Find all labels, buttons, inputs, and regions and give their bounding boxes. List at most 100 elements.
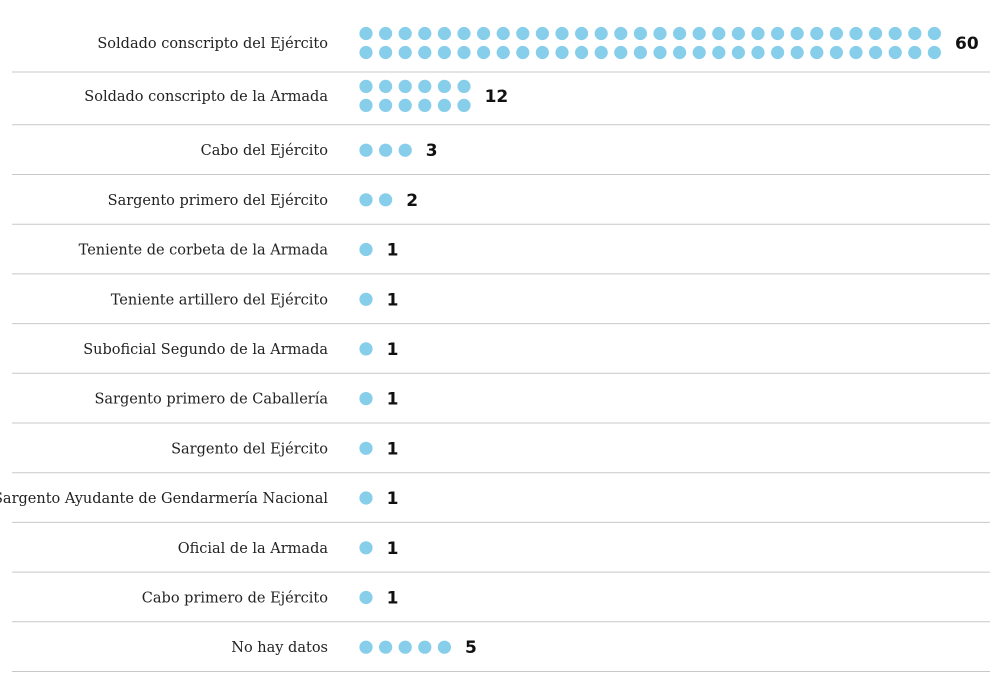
dot-mark [594, 26, 608, 41]
dot-mark [888, 45, 902, 60]
category-label: Cabo primero de Ejército [142, 590, 328, 606]
dot-mark [927, 45, 942, 60]
dot-mark [653, 26, 667, 41]
category-label: Oficial de la Armada [178, 541, 329, 557]
dot-mark [575, 26, 589, 41]
category-label: Teniente artillero del Ejército [111, 292, 328, 308]
dot-mark [790, 45, 804, 60]
dot-mark [398, 98, 412, 112]
dot-mark [398, 26, 412, 41]
chart-row: Sargento primero de Caballería 1 [94, 390, 398, 410]
dot-mark [359, 143, 373, 157]
dot-mark [437, 98, 451, 112]
dot-mark [869, 26, 883, 41]
value-label: 60 [955, 34, 979, 54]
value-label: 1 [387, 439, 399, 459]
dot-mark [359, 590, 373, 605]
dot-mark [477, 26, 491, 41]
dot-mark [418, 45, 432, 60]
dot-mark [751, 26, 765, 41]
dot-mark [731, 45, 746, 60]
chart-row: Sargento Ayudante de Gendarmería Naciona… [0, 489, 398, 509]
value-label: 1 [387, 340, 399, 360]
dot-mark [829, 45, 844, 60]
value-label: 1 [387, 390, 399, 410]
value-label: 1 [387, 489, 399, 509]
dot-mark [437, 79, 451, 93]
dot-mark [555, 26, 569, 41]
chart-row: Suboficial Segundo de la Armada 1 [83, 340, 398, 360]
chart-row: Cabo del Ejército 3 [201, 141, 438, 161]
dot-mark [379, 193, 393, 207]
category-label: Sargento del Ejército [171, 441, 328, 457]
dot-mark [888, 26, 902, 41]
value-label: 1 [387, 539, 399, 559]
dot-mark [477, 45, 491, 60]
dot-mark [496, 26, 510, 41]
dot-mark [379, 45, 393, 60]
dot-mark [771, 45, 785, 60]
chart-row: Teniente artillero del Ejército 1 [111, 290, 399, 310]
dot-mark [535, 26, 550, 41]
chart-row: Oficial de la Armada 1 [178, 539, 399, 559]
dot-mark [457, 79, 471, 93]
dot-mark [614, 45, 628, 60]
dot-mark [359, 79, 373, 93]
dot-mark [379, 640, 393, 654]
dot-mark [457, 45, 471, 60]
dot-mark [418, 79, 432, 93]
chart-row: No hay datos 5 [231, 638, 477, 658]
category-label: Sargento primero de Caballería [94, 392, 328, 408]
dot-mark [398, 45, 412, 60]
dot-mark [673, 26, 687, 41]
dot-mark [771, 26, 785, 41]
dot-mark [908, 45, 922, 60]
dot-mark [418, 98, 432, 112]
dot-mark [359, 98, 373, 112]
category-label: Soldado conscripto del Ejército [97, 36, 328, 52]
dot-mark [379, 26, 393, 41]
dot-mark [457, 26, 471, 41]
category-label: Sargento Ayudante de Gendarmería Naciona… [0, 491, 328, 507]
chart-row: Sargento primero del Ejército 2 [108, 191, 418, 211]
dot-mark [849, 26, 863, 41]
dot-mark [359, 541, 373, 555]
dot-mark [712, 45, 726, 60]
chart-rows: Soldado conscripto del Ejército 60Soldado… [0, 26, 979, 658]
dot-mark [379, 143, 393, 157]
dot-mark [359, 441, 373, 455]
dot-mark [751, 45, 765, 60]
dot-mark [496, 45, 510, 60]
dot-mark [692, 26, 706, 41]
dot-mark [653, 45, 667, 60]
category-label: No hay datos [231, 640, 328, 656]
dot-mark [437, 26, 451, 41]
dot-mark [359, 292, 373, 306]
dot-mark [359, 193, 373, 207]
value-label: 5 [465, 638, 477, 658]
dot-mark [359, 242, 373, 257]
dot-mark [908, 26, 922, 41]
value-label: 3 [426, 141, 438, 161]
dot-mark [379, 79, 393, 93]
dot-mark [516, 45, 530, 60]
value-label: 2 [406, 191, 418, 211]
dot-mark [359, 342, 373, 356]
chart-row: Cabo primero de Ejército 1 [142, 589, 399, 609]
dot-mark [790, 26, 804, 41]
chart-row: Teniente de corbeta de la Armada 1 [79, 241, 399, 261]
chart-row: Sargento del Ejército 1 [171, 439, 398, 459]
dot-mark [359, 491, 373, 505]
dot-mark [712, 26, 726, 41]
dot-mark [869, 45, 883, 60]
dot-mark [927, 26, 942, 41]
chart-row: Soldado conscripto del Ejército 60 [97, 26, 979, 60]
dot-mark [359, 640, 373, 654]
category-label: Cabo del Ejército [201, 143, 328, 159]
value-label: 1 [387, 290, 399, 310]
dot-mark [398, 79, 412, 93]
dot-mark [810, 45, 824, 60]
category-label: Sargento primero del Ejército [108, 193, 328, 209]
dot-mark [810, 26, 824, 41]
